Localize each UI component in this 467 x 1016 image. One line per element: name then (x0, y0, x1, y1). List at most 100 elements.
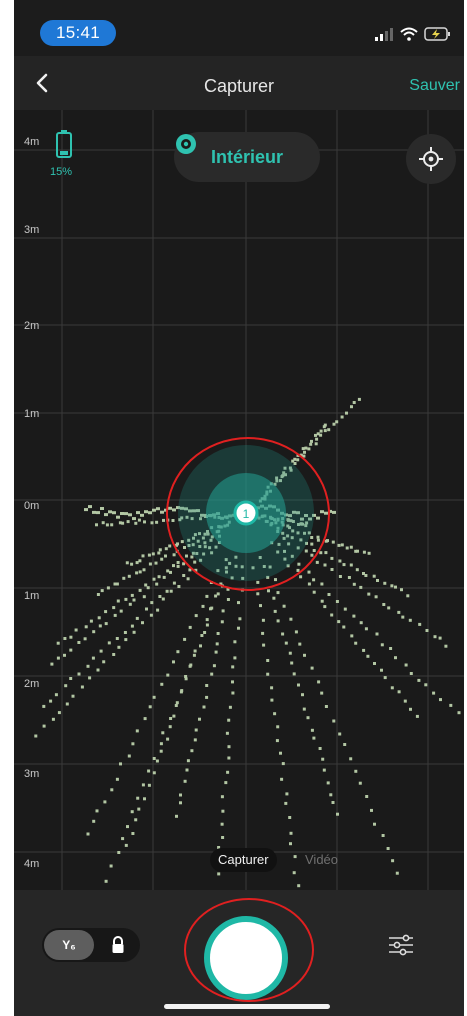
scan-point (357, 397, 361, 401)
scan-point (391, 859, 395, 863)
scan-point (89, 619, 93, 623)
scan-point (107, 641, 111, 645)
scan-point (310, 542, 314, 546)
scan-point (95, 523, 98, 527)
scan-point (343, 607, 347, 611)
scan-point (273, 609, 277, 613)
scan-point (159, 749, 163, 753)
scan-map-canvas: 1 (14, 110, 464, 890)
scan-point (372, 574, 376, 578)
scan-point (179, 793, 182, 797)
scan-point (69, 648, 73, 652)
scan-point (324, 511, 328, 515)
axis-label-y: 2m (24, 320, 40, 332)
tab-video[interactable]: Vidéo (305, 852, 339, 867)
scan-point (134, 521, 138, 525)
scan-point (370, 808, 373, 812)
scan-point (69, 635, 73, 639)
scan-point (287, 542, 291, 546)
scan-point (299, 575, 303, 579)
scan-point (326, 781, 330, 785)
scan-point (193, 649, 197, 653)
scan-point (220, 822, 224, 826)
scan-point (374, 595, 378, 599)
scan-point (210, 672, 214, 676)
scan-point (364, 574, 368, 577)
scan-point (327, 593, 331, 596)
scan-point (306, 716, 310, 720)
robot-marker[interactable] (233, 500, 259, 526)
scan-point (329, 793, 333, 797)
scan-point (134, 818, 138, 822)
scan-point (439, 698, 442, 702)
home-indicator (164, 1004, 330, 1009)
scan-point (135, 729, 139, 733)
scan-point (279, 479, 282, 483)
scan-point (382, 603, 386, 606)
scan-point (119, 762, 122, 766)
scan-point (317, 680, 321, 684)
scan-point (304, 549, 308, 553)
scan-point (282, 536, 286, 540)
scan-point (118, 521, 122, 525)
scan-point (323, 423, 327, 427)
scan-point (296, 511, 300, 515)
scan-point (375, 632, 379, 636)
scan-point (227, 756, 231, 760)
scan-point (166, 569, 170, 573)
scan-point (328, 509, 332, 513)
scan-point (214, 594, 218, 598)
settings-button[interactable] (386, 930, 416, 960)
scan-point (225, 570, 228, 574)
capture-shutter-button[interactable] (204, 916, 288, 1000)
save-button[interactable]: Sauver (409, 77, 460, 94)
scan-point (406, 594, 410, 598)
scan-point (273, 712, 277, 716)
scan-point (204, 515, 208, 518)
scan-point (168, 725, 172, 729)
scan-point (148, 705, 152, 709)
scan-point (335, 600, 339, 603)
scan-point (124, 843, 128, 847)
back-button[interactable] (28, 68, 58, 98)
scan-point (185, 554, 188, 558)
nav-bar: Capturer Sauver (14, 56, 464, 110)
scan-point (261, 618, 265, 622)
scan-point (160, 510, 164, 514)
scan-point (352, 582, 356, 586)
scan-point (165, 589, 169, 593)
scan-point (267, 589, 270, 593)
tab-capture[interactable]: Capturer (210, 848, 277, 872)
scan-map[interactable]: 1 4m 3m 2m 1m 0m 1m 2m 3m 4m 15% Intérie… (14, 110, 464, 890)
scan-point (209, 607, 212, 611)
scan-point (321, 757, 325, 761)
scan-point (177, 585, 181, 588)
scan-point (96, 511, 100, 515)
scan-point (117, 851, 121, 854)
scan-point (291, 529, 295, 533)
scan-point (338, 575, 342, 578)
scan-point (367, 551, 371, 555)
environment-mode-label: Intérieur (210, 146, 284, 167)
scan-point (104, 622, 108, 626)
toggle-unlocked-option[interactable]: Y₆ (44, 930, 94, 960)
locate-button[interactable] (406, 134, 456, 184)
lock-toggle[interactable]: Y₆ (42, 928, 140, 962)
scan-point (397, 690, 401, 694)
scan-point (132, 517, 136, 521)
scan-point (205, 618, 209, 622)
toggle-lock-option[interactable] (100, 930, 136, 960)
scan-point (178, 518, 182, 522)
scan-point (161, 731, 165, 735)
environment-mode-button[interactable]: Intérieur (174, 132, 320, 182)
page-title: Capturer (203, 76, 275, 96)
scan-point (194, 568, 198, 572)
scan-point (425, 629, 429, 632)
scan-point (112, 653, 116, 656)
scan-point (190, 517, 194, 521)
scan-point (362, 550, 366, 554)
scan-point (362, 572, 365, 575)
scan-point (136, 796, 140, 800)
scan-point (143, 717, 147, 721)
scan-point (51, 717, 55, 721)
